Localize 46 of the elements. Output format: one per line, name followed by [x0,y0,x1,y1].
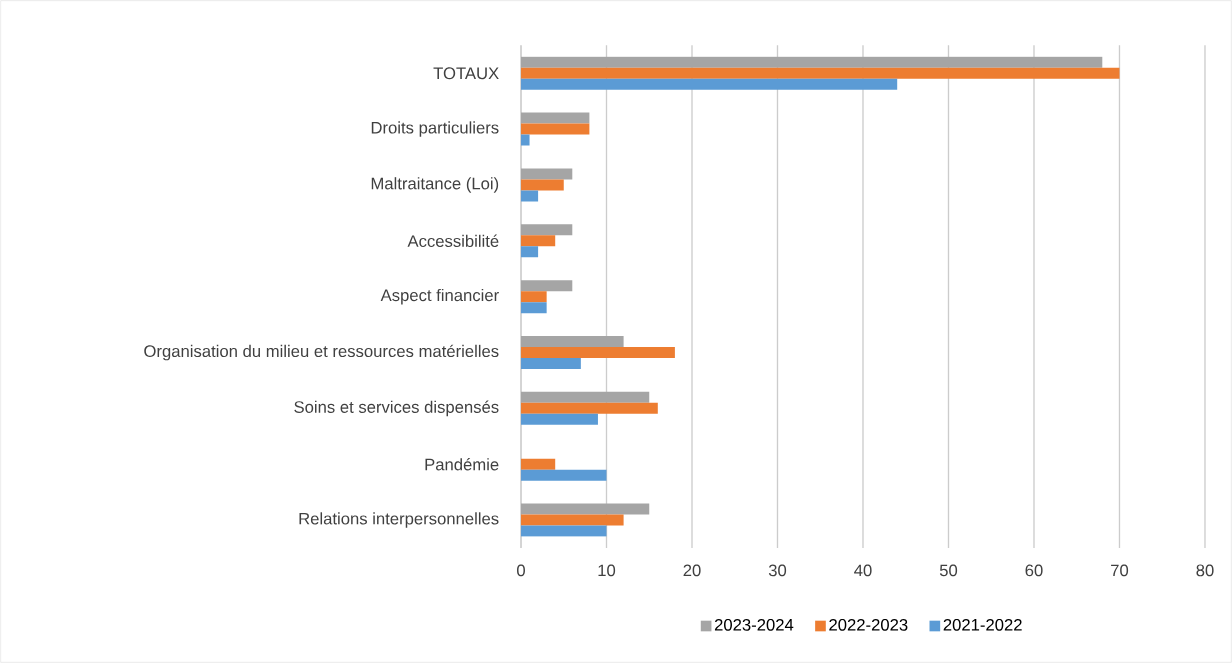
x-tick-label: 70 [1111,564,1129,577]
bar [521,112,590,124]
y-tick-label: Accessibilité [407,234,499,248]
bar [521,358,581,370]
x-tick-label: 50 [939,564,958,577]
legend-label: 2023-2024 [714,618,794,631]
y-tick-label: Maltraitance (Loi) [371,177,499,193]
bar [521,302,547,314]
x-tick-label: 30 [768,564,787,577]
y-tick-label: Pandémie [425,457,499,471]
bar [521,503,650,515]
bar [521,514,624,526]
bar [521,391,650,403]
bar [521,224,573,236]
bar [521,67,1120,79]
bar [521,347,675,359]
bar [521,402,658,414]
bar [521,56,1103,68]
bar [521,291,547,303]
x-tick-label: 0 [517,564,525,577]
bar [521,469,607,481]
bar [521,280,573,292]
bar [521,179,564,191]
y-tick-label: TOTAUX [433,67,499,80]
y-tick-label: Droits particuliers [371,121,499,137]
bar [521,413,598,425]
x-tick-label: 40 [854,564,872,577]
bar [521,235,556,247]
y-tick-label: Relations interpersonnelles [299,512,499,528]
y-tick-label: Organisation du milieu et ressources matérielles [144,344,499,361]
y-tick-label: Soins et services dispensés [294,400,499,417]
x-tick-label: 20 [683,564,701,577]
bar [521,336,624,348]
legend-label: 2022-2023 [829,618,908,631]
x-tick-label: 60 [1025,564,1043,577]
bar [521,190,539,202]
bar [521,246,539,258]
bar [521,134,530,146]
bar [521,123,590,135]
bar [521,458,556,470]
bar [521,168,573,180]
legend-label: 2021-2022 [943,618,1022,631]
x-tick-label: 10 [598,564,616,577]
y-tick-label: Aspect financier [380,288,499,305]
x-tick-label: 80 [1196,564,1214,577]
bar [521,78,898,90]
